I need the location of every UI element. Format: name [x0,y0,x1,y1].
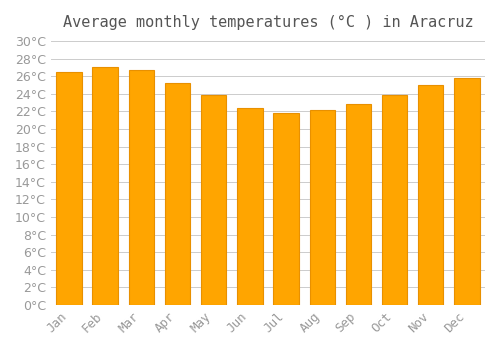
Bar [201,96,226,305]
Bar [454,78,479,305]
Bar [56,72,82,305]
Bar [274,113,298,305]
Bar [128,70,154,305]
Bar [418,85,444,305]
Bar [165,83,190,305]
Bar [346,104,371,305]
Bar [382,94,407,305]
Title: Average monthly temperatures (°C ) in Aracruz: Average monthly temperatures (°C ) in Ar… [62,15,473,30]
Bar [310,110,335,305]
Bar [92,67,118,305]
Bar [237,108,262,305]
